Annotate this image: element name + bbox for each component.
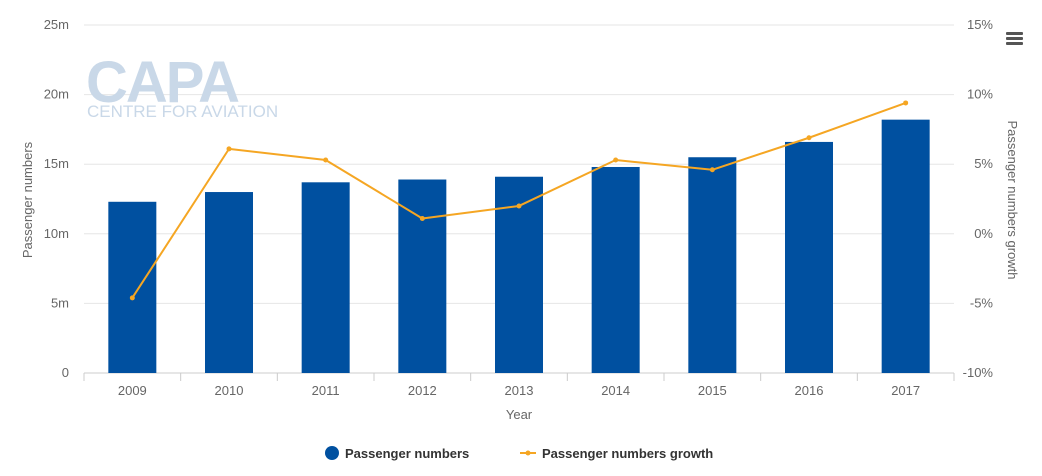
growth-point	[709, 167, 715, 173]
watermark-brand: CAPA	[86, 50, 239, 115]
x-axis-title: Year	[506, 407, 533, 422]
bar	[785, 141, 833, 373]
y2-tick-label: 5%	[974, 156, 993, 171]
bar	[108, 201, 157, 373]
bar	[301, 182, 350, 373]
hamburger-menu-icon	[1006, 32, 1023, 45]
y2-tick-label: -10%	[963, 365, 994, 380]
y2-tick-label: 15%	[967, 17, 993, 32]
bar	[495, 176, 543, 373]
x-tick-label: 2012	[408, 383, 437, 398]
watermark-tagline: CENTRE FOR AVIATION	[87, 102, 278, 121]
legend-item-passenger-numbers[interactable]: Passenger numbers	[325, 446, 469, 461]
growth-point	[516, 203, 522, 209]
growth-point	[226, 146, 232, 152]
bar	[591, 166, 640, 373]
bar	[205, 192, 253, 373]
x-tick-label: 2010	[215, 383, 244, 398]
y2-axis-ticks: -10% -5% 0% 5% 10% 15%	[963, 17, 994, 380]
x-tick-label: 2016	[795, 383, 824, 398]
growth-point	[419, 215, 425, 221]
legend: Passenger numbers Passenger numbers grow…	[325, 446, 713, 461]
y-axis-ticks: 0 5m 10m 15m 20m 25m	[44, 17, 69, 380]
y-tick-label: 0	[62, 365, 69, 380]
legend-item-passenger-numbers-growth[interactable]: Passenger numbers growth	[520, 446, 713, 461]
bar-series	[108, 119, 930, 373]
y-axis-title: Passenger numbers	[20, 141, 35, 258]
x-tick-label: 2017	[891, 383, 920, 398]
legend-label-passenger-numbers-growth: Passenger numbers growth	[542, 446, 713, 461]
y-tick-label: 15m	[44, 156, 69, 171]
x-tick-label: 2015	[698, 383, 727, 398]
y2-axis-title: Passenger numbers growth	[1005, 121, 1020, 280]
x-tick-label: 2013	[505, 383, 534, 398]
growth-point	[613, 157, 619, 163]
y-tick-label: 10m	[44, 226, 69, 241]
growth-point	[806, 135, 812, 141]
bar	[398, 179, 447, 373]
line-series	[129, 100, 909, 301]
y2-tick-label: 0%	[974, 226, 993, 241]
growth-point	[903, 100, 909, 106]
y2-tick-label: -5%	[970, 295, 994, 310]
y-tick-label: 20m	[44, 87, 69, 102]
legend-marker-point	[525, 450, 531, 456]
x-tick-label: 2014	[601, 383, 630, 398]
capa-watermark: CAPA CENTRE FOR AVIATION	[86, 50, 278, 121]
growth-point	[323, 157, 329, 163]
bar	[688, 157, 737, 373]
y-tick-label: 25m	[44, 17, 69, 32]
y-tick-label: 5m	[51, 295, 69, 310]
legend-label-passenger-numbers: Passenger numbers	[345, 446, 469, 461]
growth-point	[129, 295, 135, 301]
x-tick-label: 2009	[118, 383, 147, 398]
x-tick-label: 2011	[312, 383, 340, 398]
x-axis-ticks: 2009 2010 2011 2012 2013 2014 2015 2016 2017	[83, 373, 955, 398]
chart-menu-button[interactable]	[1000, 26, 1030, 50]
legend-marker-bar	[325, 446, 339, 460]
bar	[881, 119, 930, 373]
y2-tick-label: 10%	[967, 87, 993, 102]
